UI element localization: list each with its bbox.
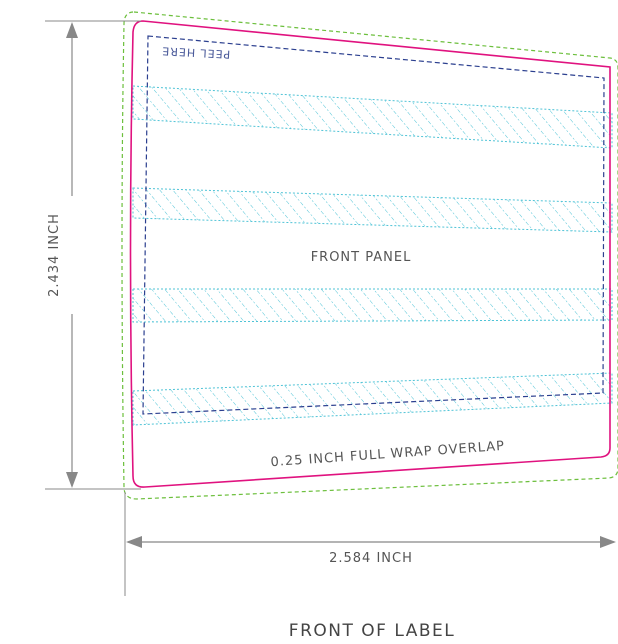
wrap-band-3 [132, 288, 613, 323]
trim-line [129, 20, 611, 488]
height-arrow-bottom [66, 472, 78, 488]
front-panel-label: FRONT PANEL [311, 250, 412, 265]
wrap-band-4 [132, 372, 613, 426]
bleed-line [121, 11, 618, 500]
peel-here-label: PEEL HERE [161, 44, 231, 61]
wrap-band-2 [132, 187, 613, 233]
width-dimension: 2.584 INCH [124, 492, 616, 596]
width-arrow-right [600, 536, 616, 548]
safe-zone [142, 35, 605, 415]
height-dimension-label: 2.434 INCH [47, 213, 62, 297]
width-dimension-label: 2.584 INCH [329, 551, 413, 566]
width-arrow-left [126, 536, 142, 548]
wrap-band-1 [132, 85, 613, 149]
height-label-bg [64, 196, 80, 314]
height-arrow-top [66, 22, 78, 38]
front-of-label-caption: FRONT OF LABEL [289, 621, 455, 641]
wrap-bands [132, 85, 613, 426]
height-dimension: 2.434 INCH [45, 20, 141, 490]
